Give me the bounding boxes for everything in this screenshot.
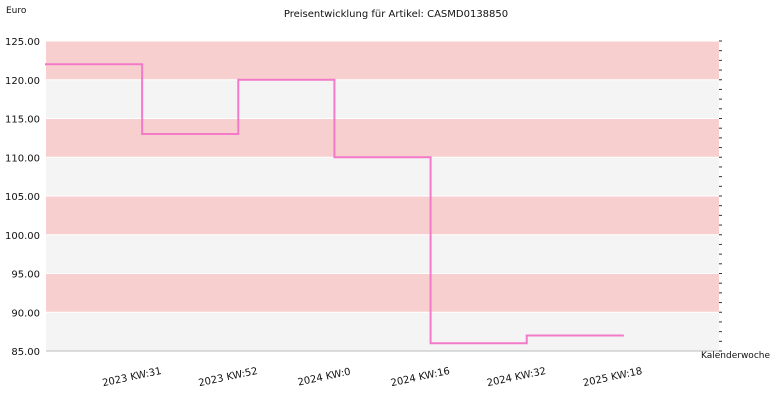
y-tick-label: 110.00 [5,153,40,164]
y-axis-title: Euro [6,6,27,16]
y-tick-label: 105.00 [5,192,40,203]
y-tick-label: 100.00 [5,231,40,242]
y-tick-label: 85.00 [11,347,40,358]
background-band [46,312,719,351]
background-bands [46,41,719,351]
x-tick-label: 2024 KW:16 [390,366,451,389]
background-band [46,118,719,158]
price-step-line [45,63,624,345]
x-tick-label: 2024 KW:0 [297,367,352,389]
y-tick-label: 125.00 [5,37,40,48]
background-band [46,157,719,196]
background-band [46,234,719,274]
series-lines [45,63,624,345]
y-tick-label: 120.00 [5,76,40,87]
x-tick-label: 2024 KW:32 [486,366,547,389]
x-tick-label: 2025 KW:18 [582,366,643,389]
y-tick-label: 90.00 [11,308,40,319]
background-band [46,41,719,80]
background-band [46,79,719,119]
y-tick-label: 115.00 [5,115,40,126]
background-band [46,196,719,235]
axes [46,40,722,352]
x-tick-label: 2023 KW:52 [198,366,259,389]
chart-title: Preisentwicklung für Artikel: CASMD01388… [284,9,508,20]
x-tick-label: 2023 KW:31 [101,366,162,389]
background-band [46,273,719,313]
y-tick-label: 95.00 [11,270,40,281]
x-axis-title: Kalenderwoche [701,351,770,361]
